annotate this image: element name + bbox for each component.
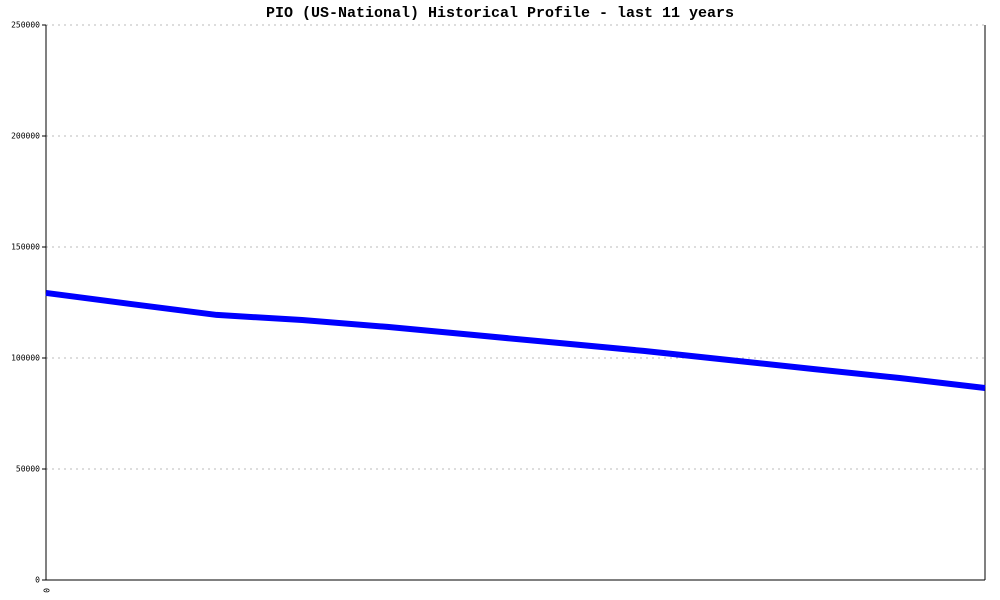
y-tick-label: 250000 — [11, 21, 40, 30]
data-line — [45, 289, 986, 391]
y-tick-label: 100000 — [11, 354, 40, 363]
chart-title: PIO (US-National) Historical Profile - l… — [266, 5, 734, 22]
y-tick-label: 50000 — [16, 465, 40, 474]
x-tick-label: 0 — [42, 588, 51, 593]
y-tick-label: 200000 — [11, 132, 40, 141]
y-tick-label: 0 — [35, 576, 40, 585]
y-tick-label: 150000 — [11, 243, 40, 252]
